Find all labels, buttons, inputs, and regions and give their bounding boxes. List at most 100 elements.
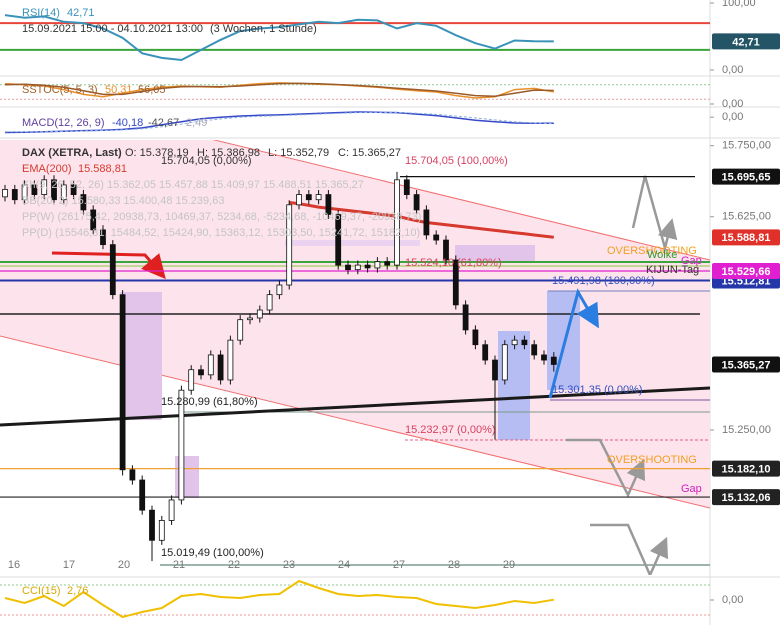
candle-body: [354, 264, 361, 271]
x-tick-label: 29: [503, 559, 515, 571]
stoch-k: 50,31: [105, 84, 133, 96]
candle-body: [227, 339, 234, 381]
price-badge-label: 42,71: [732, 36, 760, 48]
candle-body: [11, 189, 18, 201]
y-tick-label: 15.250,00: [722, 424, 771, 436]
candle-body: [90, 209, 97, 231]
candle-body: [511, 339, 518, 346]
annotation: 15.524,10 (61,80%): [405, 257, 502, 269]
candle-body: [315, 194, 322, 201]
price-badge-label: 15.695,65: [722, 171, 771, 183]
candle-body: [305, 194, 312, 201]
candle-body: [345, 264, 351, 271]
candle-body: [384, 261, 391, 266]
candle-body: [335, 214, 342, 266]
indicator-line: [4, 111, 554, 133]
candle-body: [109, 244, 116, 296]
macd-label: MACD(12, 26, 9): [22, 117, 105, 129]
y-tick-label: 15.625,00: [722, 211, 771, 223]
candle-body: [217, 354, 224, 381]
instrument: DAX (XETRA, Last): [22, 147, 122, 159]
stoch-label: SSTOC(5, 5, 3): [22, 84, 98, 96]
candle-body: [550, 356, 557, 365]
candle-body: [31, 184, 38, 195]
x-tick-label: 20: [118, 559, 130, 571]
candle-body: [21, 184, 28, 201]
plots: 100,000,000,000,0015.750,0015.625,0015.2…: [0, 0, 771, 619]
candle-body: [443, 239, 449, 261]
candle-body: [129, 469, 136, 481]
x-tick-label: 17: [63, 559, 75, 571]
x-tick-label: 28: [448, 559, 460, 571]
date-range: 15.09.2021 15:00 - 04.10.2021 13:00: [22, 23, 203, 35]
x-tick-label: 23: [283, 559, 295, 571]
arrow: [51, 251, 166, 280]
rsi-label: RSI(14): [22, 7, 60, 19]
annotation: 15.301,35 (0,00%): [552, 384, 643, 396]
annotation: 15.232,97 (0,00%): [405, 424, 496, 436]
macd-value: -40,18: [112, 117, 143, 129]
fib-box: [120, 292, 162, 420]
candle-body: [188, 369, 195, 391]
price-badge-label: 15.182,10: [722, 464, 771, 476]
candle-body: [541, 354, 547, 361]
candle-body: [325, 194, 332, 215]
ohlc: C: 15.365,27: [338, 147, 401, 159]
price-badge-label: 15.365,27: [722, 359, 771, 371]
indicator-line: [4, 82, 554, 98]
arrow: [548, 288, 599, 399]
legends: RSI(14) 42,71 15.09.2021 15:00 - 04.10.2…: [22, 7, 421, 597]
annotation: 15.019,49 (100,00%): [161, 547, 264, 559]
faded-legend: PP(W) (26175,42, 20938,73, 10469,37, 523…: [22, 211, 421, 223]
candle-body: [100, 229, 106, 246]
annotation: OVERSHOOTING: [607, 245, 697, 257]
candle-body: [296, 194, 302, 206]
channel-top: [212, 140, 710, 261]
candle-body: [178, 389, 185, 501]
ema-label: EMA(200): [22, 163, 72, 175]
x-tick-label: 27: [393, 559, 405, 571]
indicator-line: [289, 201, 554, 239]
candle-body: [2, 189, 8, 198]
signal-value: -42,67: [148, 117, 179, 129]
candle-body: [413, 194, 420, 211]
annotation: 15.280,99 (61,80%): [161, 396, 258, 408]
candle-body: [256, 309, 263, 319]
cci-label: CCI(15): [22, 585, 61, 597]
price-badge: [712, 356, 780, 373]
rsi-value: 42,71: [67, 7, 95, 19]
x-tick-label: 22: [228, 559, 240, 571]
y-tick-label: 0,00: [722, 64, 743, 76]
candle-body: [286, 204, 293, 286]
candle-body: [492, 359, 498, 381]
candle-body: [247, 317, 253, 321]
annotation: KIJUN-Tag: [646, 264, 699, 276]
ohlc: H: 15.386,98: [197, 147, 260, 159]
candle-body: [374, 261, 381, 269]
candle-body: [119, 294, 126, 471]
candle-body: [501, 344, 508, 381]
candle-body: [139, 479, 146, 511]
candle-body: [472, 329, 479, 346]
indicator-line: [4, 14, 554, 62]
price-badge: [712, 460, 780, 477]
histogram-value: 2,49: [186, 117, 207, 129]
x-tick-label: 24: [338, 559, 350, 571]
channel: [0, 140, 710, 508]
candle-body: [364, 264, 371, 269]
stoch-d: 56,05: [138, 84, 166, 96]
fib-box: [455, 245, 535, 262]
price-badge: [712, 229, 780, 246]
candle-body: [168, 499, 175, 521]
annotation: Gap: [681, 483, 702, 495]
candle-body: [60, 184, 67, 201]
candle-body: [423, 209, 430, 236]
candle-body: [394, 179, 400, 266]
candle-body: [433, 234, 440, 241]
ohlc: L: 15.352,79: [268, 147, 329, 159]
annotation: OVERSHOOTING: [607, 454, 697, 466]
y-tick-label: 0,00: [722, 98, 743, 110]
annotation: 15.704,05 (0,00%): [161, 155, 252, 167]
price-badge: [712, 33, 780, 50]
